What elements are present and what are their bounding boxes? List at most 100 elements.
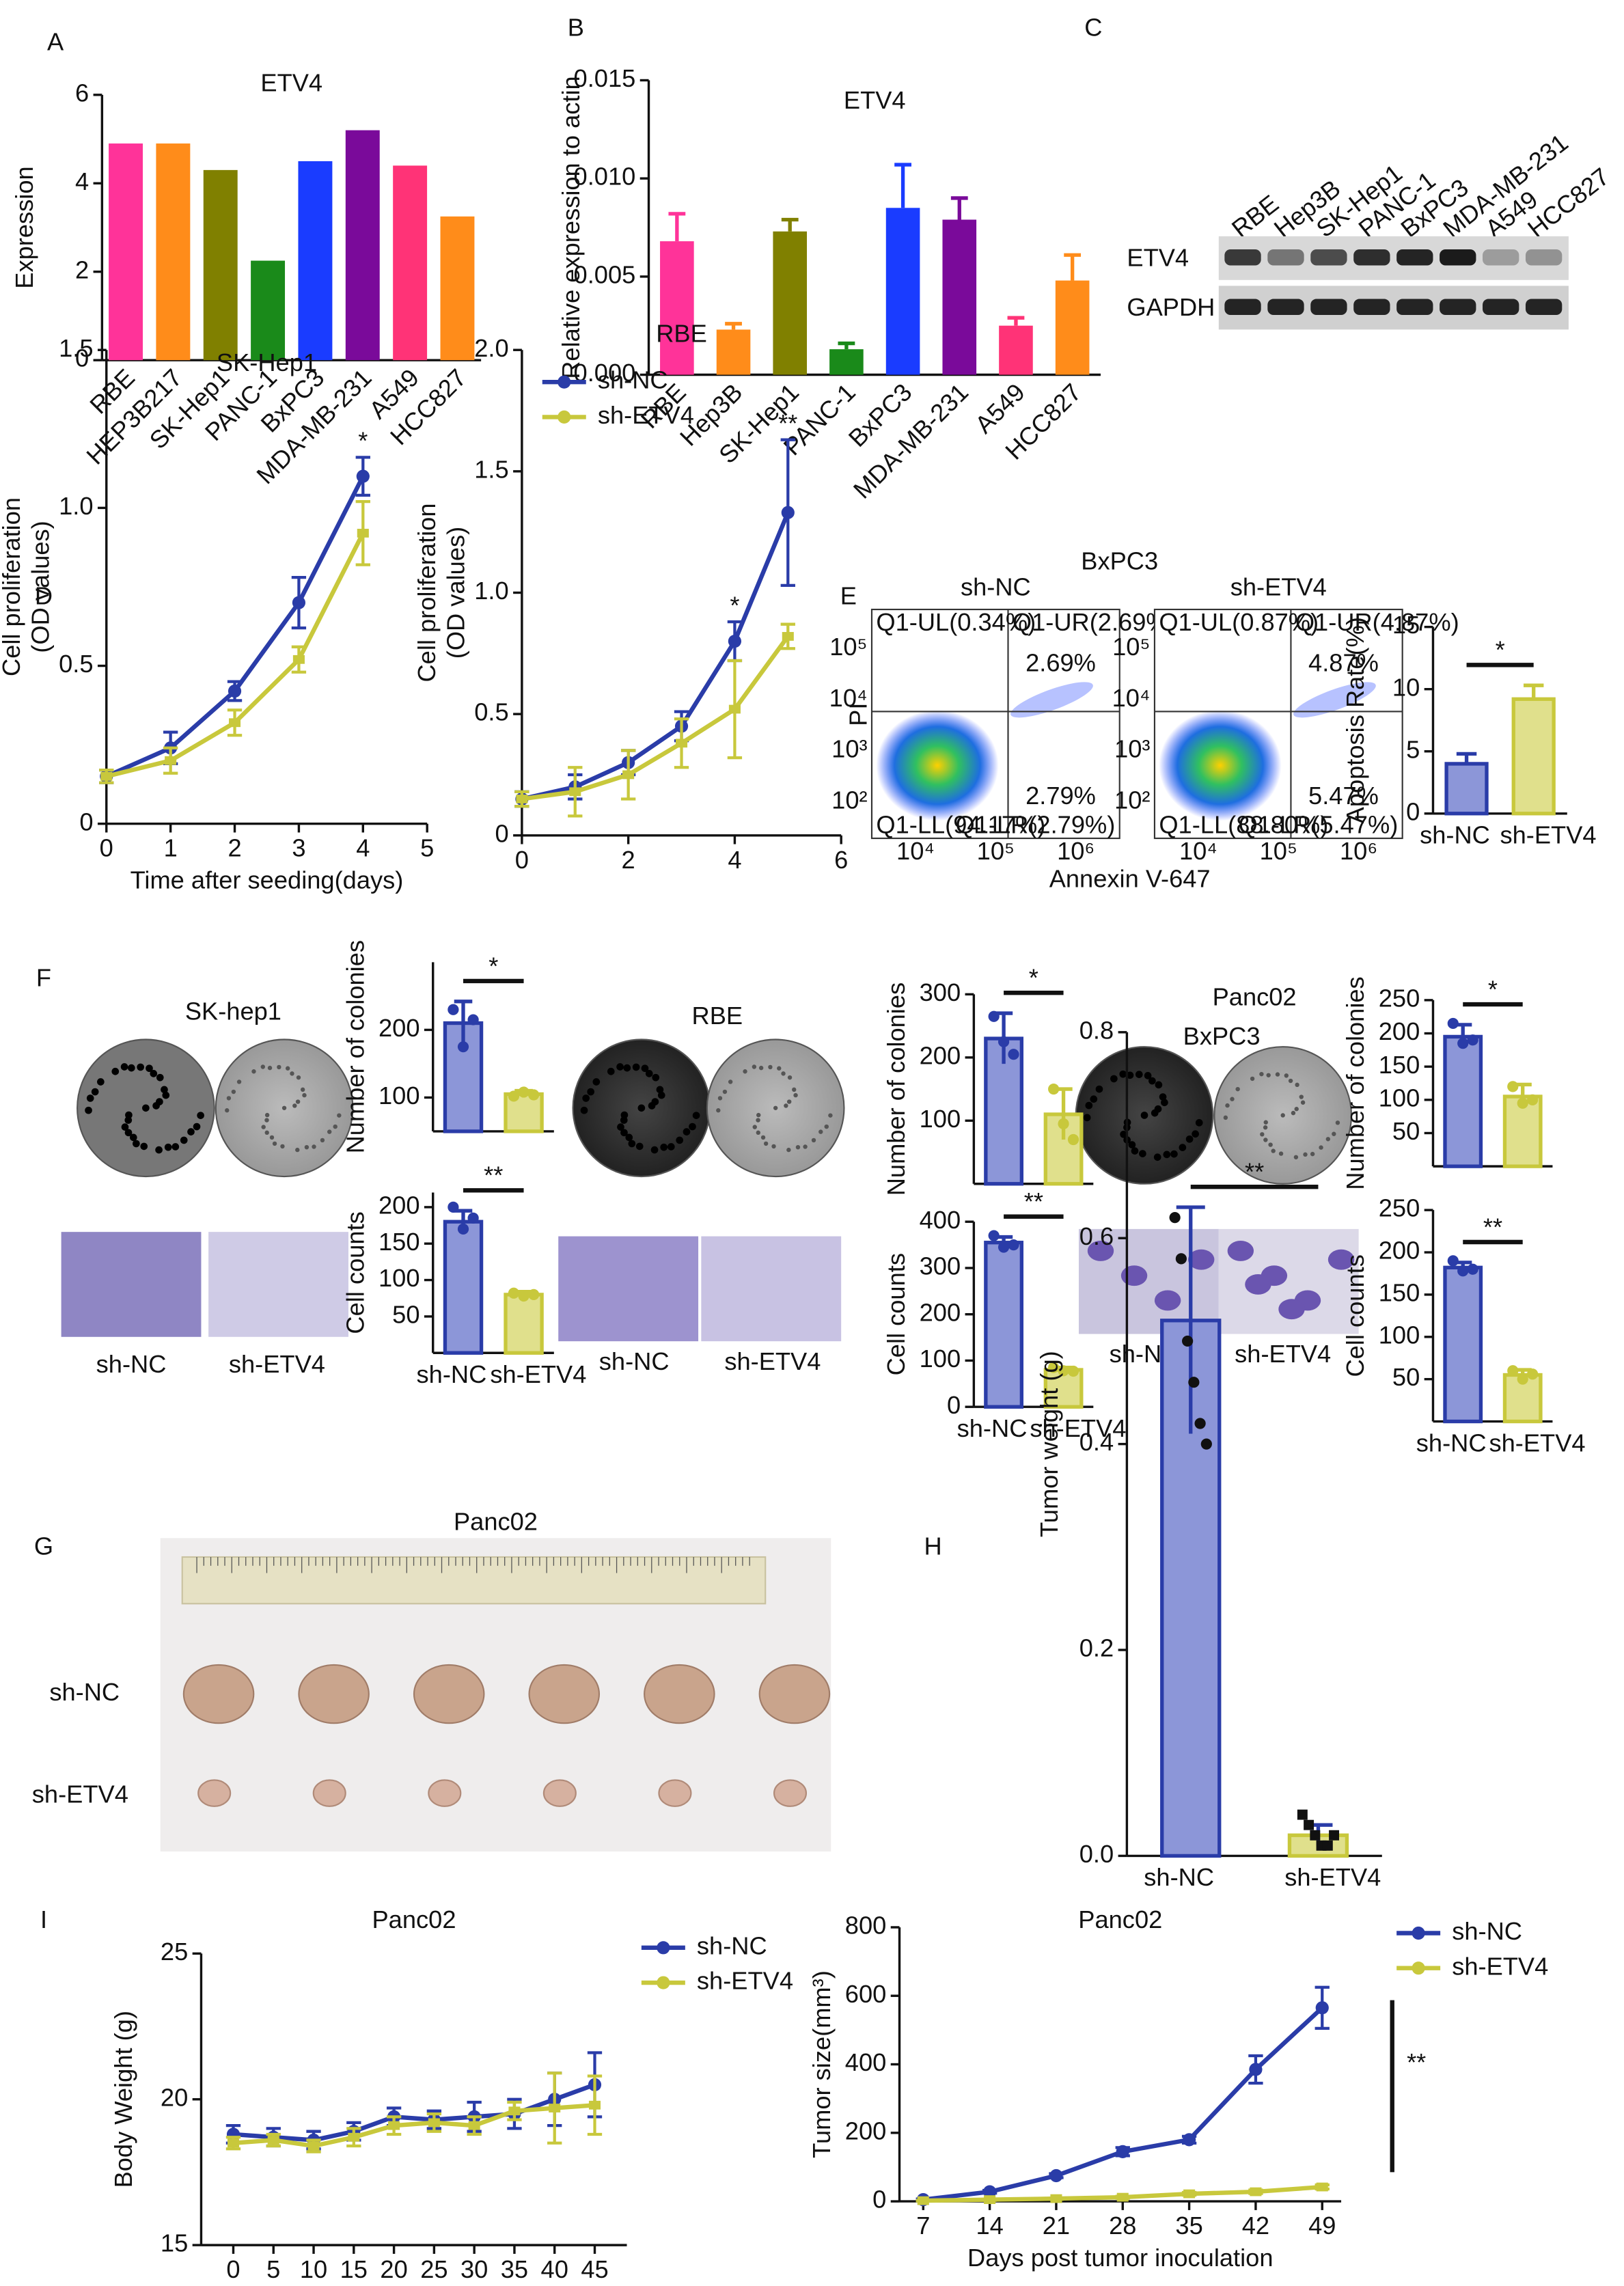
colony — [295, 1099, 301, 1104]
colony — [660, 1143, 668, 1151]
colony — [795, 1144, 801, 1150]
y-tick-label: 2 — [75, 256, 89, 284]
y-tick-label: 100 — [920, 1345, 961, 1373]
x-tick-label: 15 — [340, 2255, 368, 2283]
marker — [267, 2136, 279, 2145]
image-title: RBE — [692, 1002, 743, 1030]
x-tick-label: 2 — [622, 846, 635, 874]
tumor — [197, 1779, 232, 1807]
series-line — [233, 2103, 595, 2149]
blot-band — [1224, 249, 1261, 266]
colony — [280, 1144, 285, 1149]
error-bar — [781, 217, 799, 232]
marker — [1049, 2168, 1063, 2183]
data-point — [1447, 1255, 1459, 1267]
legend-label: sh-NC — [1452, 1917, 1522, 1945]
tumor — [658, 1779, 692, 1807]
colony — [592, 1078, 601, 1086]
quadrant-label: Q1-LL(88.80%) — [1159, 811, 1328, 839]
x-tick-label: 45 — [581, 2255, 608, 2283]
data-point — [457, 1041, 469, 1053]
chart: Cell counts 0 100 200 300 400 sh-NC sh-ETV4 ** — [882, 1187, 1126, 1442]
quadrant-pct: 2.69% — [1026, 649, 1096, 677]
data-point — [1297, 1809, 1308, 1820]
data-point — [1517, 1373, 1528, 1385]
colony — [1155, 1081, 1163, 1089]
blot-band — [1525, 249, 1563, 266]
tumor — [298, 1664, 370, 1724]
significance: ** — [1483, 1213, 1502, 1241]
y-tick-label: 0.2 — [1079, 1634, 1114, 1662]
y-tick-label: 200 — [1379, 1017, 1420, 1045]
chart-title: ETV4 — [260, 68, 322, 96]
colony — [803, 1144, 808, 1149]
data-point — [1175, 1253, 1187, 1265]
marker — [1249, 2063, 1263, 2076]
y-tick-label: 200 — [845, 2117, 887, 2145]
y-tick-label: 0 — [75, 344, 89, 372]
colony — [290, 1071, 294, 1076]
colony — [1144, 1072, 1152, 1079]
x-tick-label: 30 — [460, 2255, 488, 2283]
group-label: sh-ETV4 — [724, 1347, 821, 1375]
colony — [768, 1064, 773, 1070]
y-tick-label: 0 — [872, 2186, 886, 2214]
x-tick-label: 42 — [1242, 2212, 1269, 2240]
legend-label: sh-ETV4 — [1452, 1952, 1548, 1980]
blot-band — [1396, 249, 1433, 266]
data-point — [1048, 1362, 1060, 1373]
error-bar — [725, 322, 742, 330]
flow-xtick: 10⁶ — [1057, 837, 1095, 865]
tumor — [312, 1779, 346, 1807]
x-axis-label: Days post tumor inoculation — [967, 2244, 1274, 2272]
colony — [828, 1113, 833, 1118]
colony — [623, 1064, 631, 1072]
legend-marker — [558, 410, 571, 424]
tumor — [528, 1664, 601, 1724]
data-point — [1200, 1438, 1212, 1450]
data-point — [1447, 1017, 1459, 1030]
quadrant-label: Q1-LL(94.17%) — [876, 811, 1045, 839]
quadrant-label: Q1-LR(5.47%) — [1238, 811, 1398, 839]
chart: ETV4Expression0246RBEHEP3B217SK-Hep1PANC… — [10, 68, 482, 489]
chart: Apoptosis Rate(%) 0 5 10 15 sh-NC sh-ETV4 * — [1341, 611, 1596, 849]
colony — [656, 1086, 664, 1094]
flow-xtick: 10⁶ — [1340, 837, 1377, 865]
colony — [1185, 1135, 1194, 1143]
y-tick-label: 200 — [920, 1298, 961, 1326]
data-point — [1008, 1239, 1019, 1251]
colony — [616, 1063, 624, 1071]
x-tick-label: 40 — [541, 2255, 568, 2283]
colony — [1250, 1076, 1255, 1082]
marker — [984, 2195, 996, 2204]
data-point — [1067, 1365, 1079, 1377]
error-bar — [894, 163, 911, 208]
colony — [285, 1066, 290, 1071]
y-tick-label: 100 — [920, 1105, 961, 1133]
x-tick-label: 4 — [356, 834, 370, 862]
data-point — [448, 1201, 459, 1213]
colony — [1148, 1077, 1156, 1085]
series-line — [105, 532, 366, 779]
bar — [345, 130, 380, 361]
flow-xlabel: Annexin V-647 — [1049, 865, 1211, 893]
colony — [333, 1124, 338, 1129]
colony — [1161, 1099, 1168, 1107]
y-tick-label: 1.5 — [474, 455, 508, 483]
marker — [549, 2104, 561, 2112]
series-line — [233, 2082, 596, 2143]
colony — [296, 1075, 301, 1080]
colony — [150, 1070, 158, 1077]
x-tick-label: 2 — [228, 834, 241, 862]
y-tick-label: 0.6 — [1079, 1222, 1114, 1250]
marker — [782, 632, 794, 641]
y-tick-label: 400 — [845, 2048, 887, 2076]
x-tick-label: 5 — [266, 2255, 280, 2283]
y-tick-label: 0.010 — [574, 163, 636, 191]
legend-marker — [1412, 1961, 1425, 1975]
bar — [443, 1220, 484, 1355]
colony — [667, 1143, 675, 1151]
blot-band — [1224, 299, 1261, 316]
chart-title: RBE — [656, 319, 707, 347]
marker — [917, 2196, 929, 2205]
